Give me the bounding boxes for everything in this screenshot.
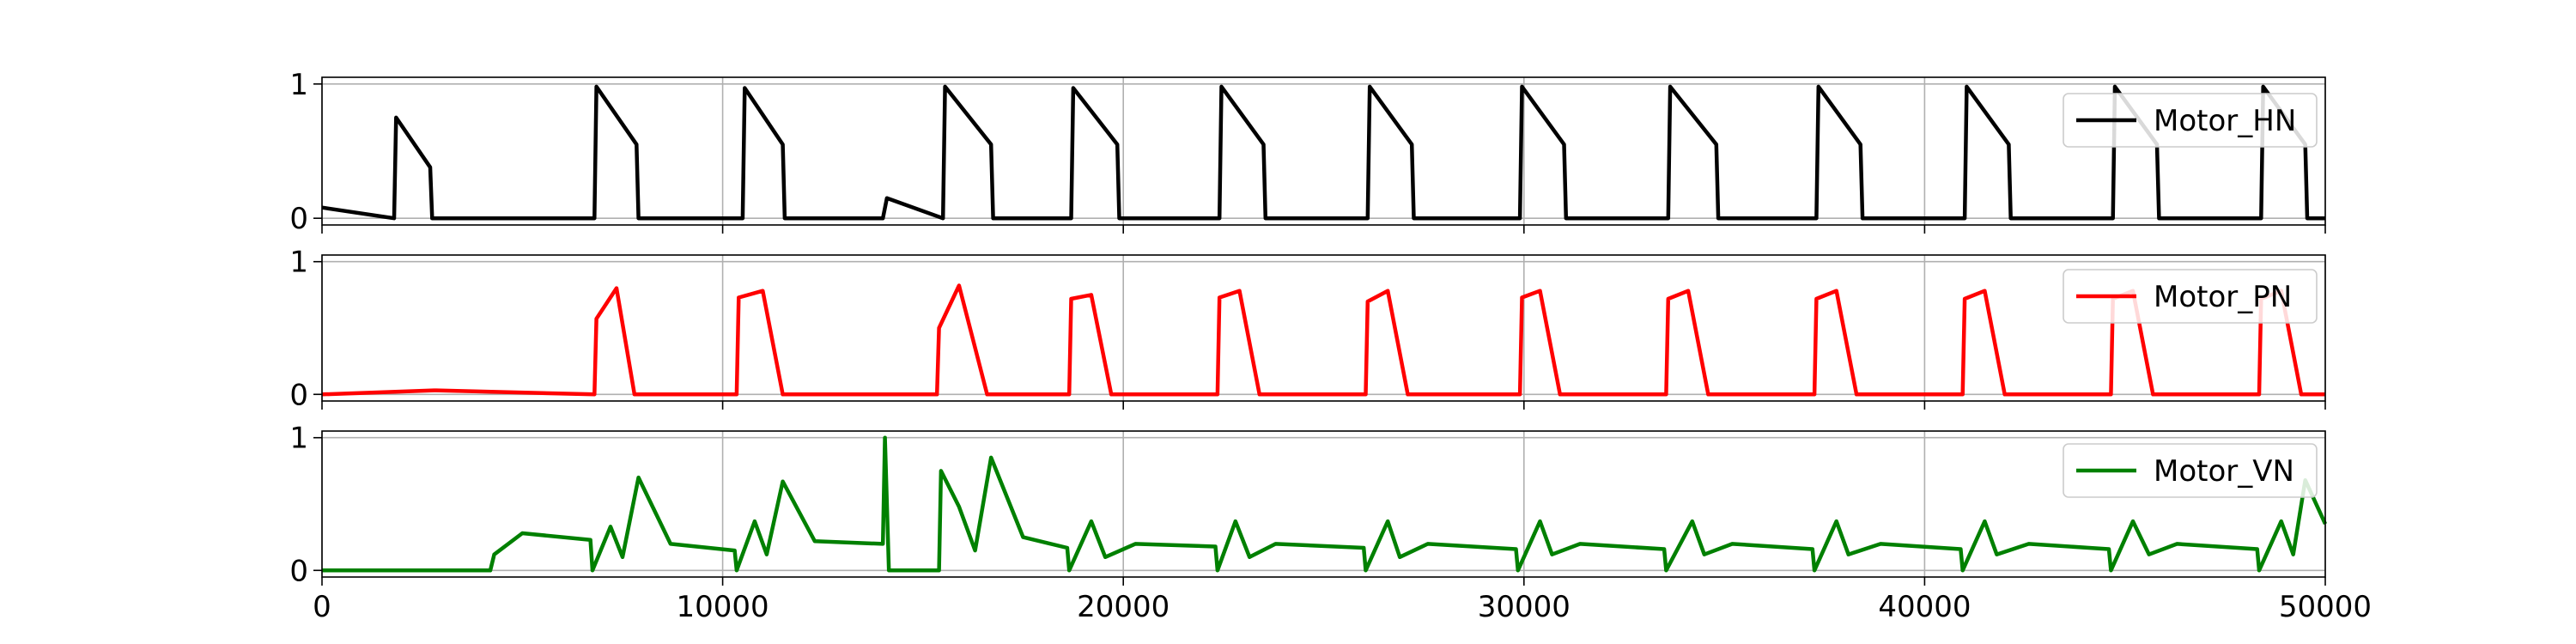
panel-motor-vn: 0 1 0 10000 20000 30000 40000 50000 Motor_VN (289, 422, 2372, 624)
y-tick-label: 0 (289, 378, 308, 412)
x-tick-label: 50000 (2279, 590, 2372, 624)
x-tick-label: 10000 (677, 590, 769, 624)
y-tick-label: 1 (289, 68, 308, 102)
x-tick-label: 20000 (1077, 590, 1170, 624)
panel-motor-pn: 0 1 Motor_PN (289, 246, 2326, 412)
legend-box (2063, 443, 2318, 498)
y-tick-label: 0 (289, 202, 308, 236)
legend-label: Motor_HN (2154, 104, 2296, 138)
legend-box (2063, 269, 2318, 324)
y-tick-label: 1 (289, 422, 308, 456)
y-tick-label: 1 (289, 246, 308, 280)
x-tick-label: 30000 (1478, 590, 1571, 624)
panel-motor-hn: 0 1 Motor_HN (289, 68, 2326, 236)
series-line-motor-vn (322, 435, 2328, 573)
series-line-motor-hn (321, 84, 2325, 221)
series-line-motor-pn (321, 283, 2325, 397)
legend-label: Motor_PN (2154, 280, 2292, 314)
y-tick-label: 0 (289, 554, 308, 588)
x-tick-label: 0 (313, 590, 331, 624)
x-tick-label: 40000 (1878, 590, 1971, 624)
axes-frame (321, 254, 2326, 402)
legend-label: Motor_VN (2154, 454, 2294, 489)
axes-frame (321, 76, 2326, 226)
legend-box (2063, 93, 2318, 148)
axes-frame (321, 430, 2326, 578)
